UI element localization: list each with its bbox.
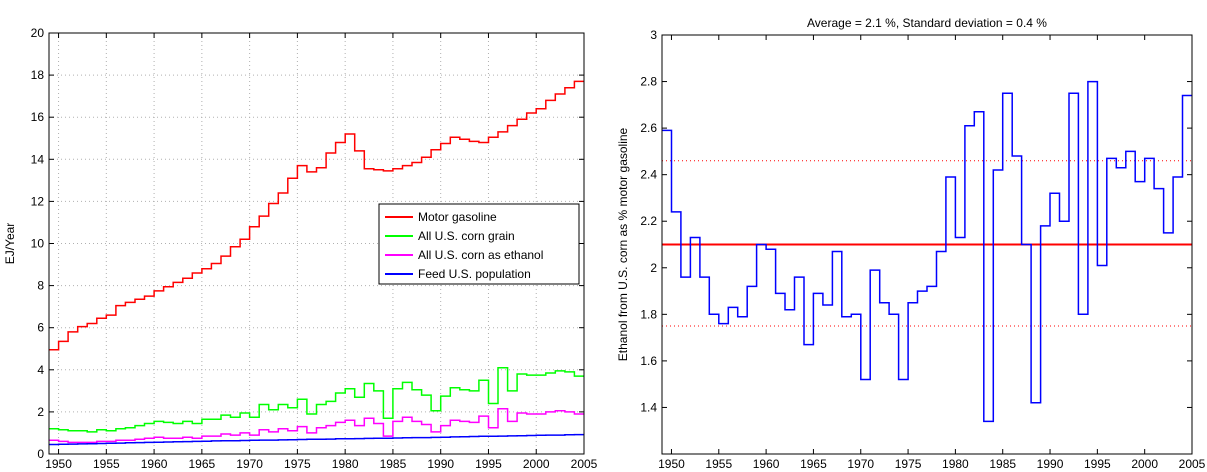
x-tick-label: 2000: [523, 457, 550, 471]
series-line-feed-u-s-population: [49, 433, 584, 446]
y-tick-label: 4: [37, 363, 44, 377]
y-tick-label: 20: [31, 26, 45, 40]
left-chart: 1950 1955 1960 1965 1970 1975 1980 1985 1990 1995…: [3, 26, 598, 471]
series-line-all-u-s-corn-as-ethanol: [49, 407, 584, 444]
x-tick-label: 1955: [93, 457, 120, 471]
x-tick-label: 1965: [800, 457, 827, 471]
y-tick-label: 2.4: [640, 168, 657, 182]
y-tick-label: 8: [37, 279, 44, 293]
series-line-motor-gasoline: [49, 80, 584, 351]
x-tick-label: 1985: [989, 457, 1016, 471]
x-tick-label: 1985: [380, 457, 407, 471]
x-tick-label: 1970: [847, 457, 874, 471]
x-tick-label: 2005: [571, 457, 598, 471]
y-tick-label: 12: [31, 194, 45, 208]
x-tick-label: 2000: [1131, 457, 1158, 471]
x-tick-label: 1975: [895, 457, 922, 471]
y-tick-label: 1.4: [640, 400, 657, 414]
x-tick-label: 1980: [942, 457, 969, 471]
y-tick-label: 16: [31, 110, 45, 124]
y-tick-label: 6: [37, 321, 44, 335]
y-tick-label: 14: [31, 152, 45, 166]
x-tick-label: 1990: [1037, 457, 1064, 471]
x-tick-label: 1975: [284, 457, 311, 471]
right-chart: 1950 1955 1960 1965 1970 1975 1980 1985 1990 1995…: [616, 16, 1206, 471]
x-tick-label: 1990: [427, 457, 454, 471]
series-line-all-u-s-corn-grain: [49, 366, 584, 433]
x-tick-label: 1995: [475, 457, 502, 471]
y-tick-label: 2.2: [640, 214, 657, 228]
x-tick-label: 1955: [705, 457, 732, 471]
y-tick-label: 10: [31, 237, 45, 251]
x-tick-label: 1995: [1084, 457, 1111, 471]
chart-title: Average = 2.1 %, Standard deviation = 0.…: [807, 16, 1047, 30]
x-tick-label: 1960: [753, 457, 780, 471]
y-axis-label: EJ/Year: [3, 223, 17, 265]
y-tick-label: 0: [37, 447, 44, 461]
y-tick-label: 1.8: [640, 307, 657, 321]
y-tick-label: 2: [650, 261, 657, 275]
x-tick-label: 1970: [236, 457, 263, 471]
y-tick-label: 2.6: [640, 121, 657, 135]
legend-entry: All U.S. corn grain: [418, 229, 515, 243]
plot-frame: [661, 34, 1193, 455]
x-tick-label: 1950: [658, 457, 685, 471]
y-tick-label: 2.8: [640, 75, 657, 89]
y-tick-label: 2: [37, 405, 44, 419]
y-axis-label: Ethanol from U.S. corn as % motor gasoli…: [616, 127, 630, 361]
series-line-ratio: [662, 80, 1192, 423]
y-tick-label: 1.6: [640, 354, 657, 368]
y-tick-label: 3: [650, 28, 657, 42]
x-tick-label: 1950: [45, 457, 72, 471]
legend-entry: Feed U.S. population: [418, 267, 531, 281]
legend-entry: Motor gasoline: [418, 210, 497, 224]
x-tick-label: 1960: [141, 457, 168, 471]
x-tick-label: 2005: [1179, 457, 1206, 471]
x-tick-label: 1965: [189, 457, 216, 471]
legend-entry: All U.S. corn as ethanol: [418, 248, 543, 262]
x-tick-label: 1980: [332, 457, 359, 471]
y-tick-label: 18: [31, 68, 45, 82]
